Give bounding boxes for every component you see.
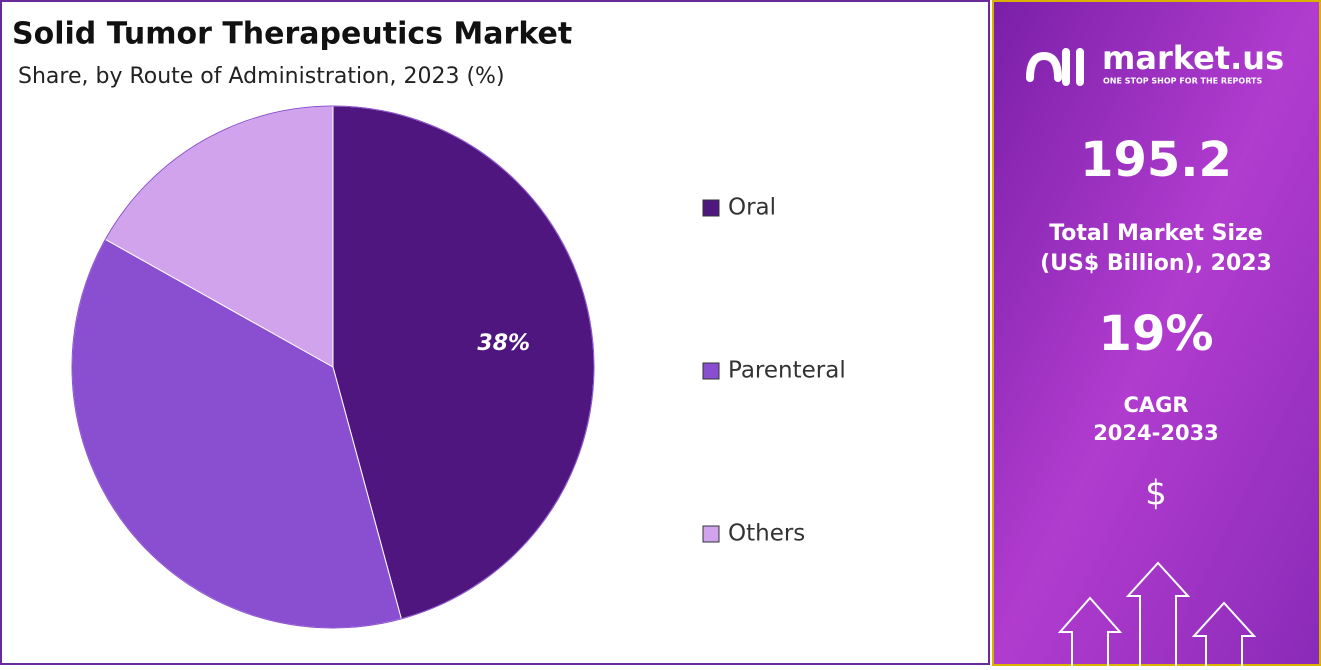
legend-label: Oral <box>728 195 776 221</box>
market-size-label: (US$ Billion), 2023 <box>1040 251 1272 276</box>
chart-title: Solid Tumor Therapeutics Market <box>12 17 572 52</box>
cagr-label: CAGR <box>1123 393 1188 417</box>
data-label: 38% <box>477 331 530 356</box>
pie-outline <box>71 105 595 629</box>
tagline: ONE STOP SHOP FOR THE REPORTS <box>1103 77 1262 86</box>
legend-swatch <box>702 199 720 217</box>
panel-bg <box>992 0 1321 666</box>
market-size: 195.2 <box>1080 132 1232 188</box>
legend-label: Parenteral <box>728 358 846 384</box>
logo: market.us <box>1102 39 1284 77</box>
legend-label: Others <box>728 521 805 547</box>
currency-icon: $ <box>1145 474 1167 514</box>
legend-swatch <box>702 525 720 543</box>
logo-icon <box>1026 48 1084 86</box>
side-panel: market.us ONE STOP SHOP FOR THE REPORTS … <box>992 0 1321 666</box>
arrows <box>1057 561 1257 666</box>
market-size-label: Total Market Size <box>1049 221 1263 246</box>
cagr-label: 2024-2033 <box>1093 421 1219 445</box>
legend-swatch <box>702 362 720 380</box>
chart-subtitle: Share, by Route of Administration, 2023 … <box>18 64 505 89</box>
cagr: 19% <box>1099 306 1214 362</box>
